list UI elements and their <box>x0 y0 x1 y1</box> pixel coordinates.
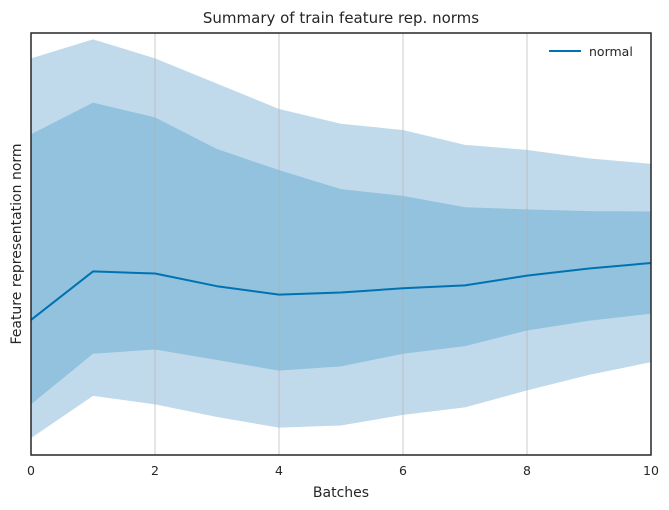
x-tick-label: 10 <box>643 463 659 478</box>
inner-band <box>31 102 651 405</box>
legend-label-normal: normal <box>589 44 633 59</box>
x-tick-label: 0 <box>27 463 35 478</box>
plot-area <box>30 32 652 456</box>
y-axis-label: Feature representation norm <box>9 143 25 344</box>
x-axis-ticks: 0 2 4 6 8 10 <box>27 463 659 478</box>
series-line-normal <box>30 261 652 321</box>
legend: normal <box>549 44 633 59</box>
x-tick-label: 6 <box>399 463 407 478</box>
x-tick-label: 2 <box>151 463 159 478</box>
grid-lines <box>154 33 528 455</box>
x-tick-label: 8 <box>523 463 531 478</box>
plot-frame <box>30 32 652 456</box>
x-tick-label: 4 <box>275 463 283 478</box>
x-axis-label: Batches <box>313 485 369 501</box>
chart-title: Summary of train feature rep. norms <box>203 9 479 27</box>
